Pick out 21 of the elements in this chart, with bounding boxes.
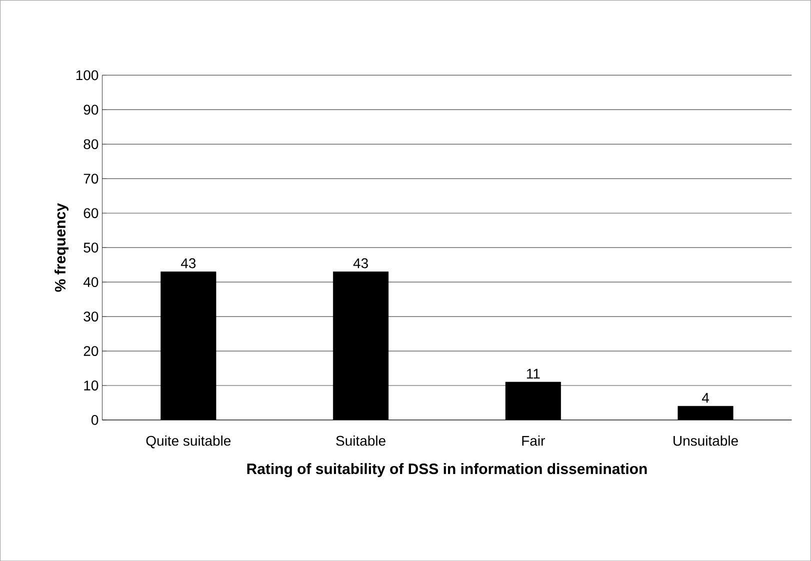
y-tick-label: 50 [84,242,98,252]
x-axis-title: Rating of suitability of DSS in information dissemination [247,463,647,478]
y-tick-label: 100 [76,70,98,80]
y-tick-label: 0 [91,414,98,425]
y-tick-label: 70 [84,174,98,184]
x-tick-label: Suitable [336,435,386,446]
data-label: 11 [526,368,540,378]
y-tick-label: 90 [84,104,98,115]
data-label: 43 [180,258,196,268]
x-tick-label: Quite suitable [146,435,231,448]
x-tick-label: Unsuitable [674,435,738,446]
data-label: 43 [353,258,368,268]
y-tick-label: 80 [84,139,98,150]
y-tick-label: 30 [84,312,98,322]
y-tick-label: 20 [84,346,98,356]
y-tick-label: 10 [84,380,98,390]
y-axis-title: % frequency [54,203,68,292]
y-tick-label: 40 [83,277,98,287]
y-tick-label: 60 [84,208,98,218]
data-label: 4 [702,392,709,403]
x-tick-label: Fair [522,435,545,446]
